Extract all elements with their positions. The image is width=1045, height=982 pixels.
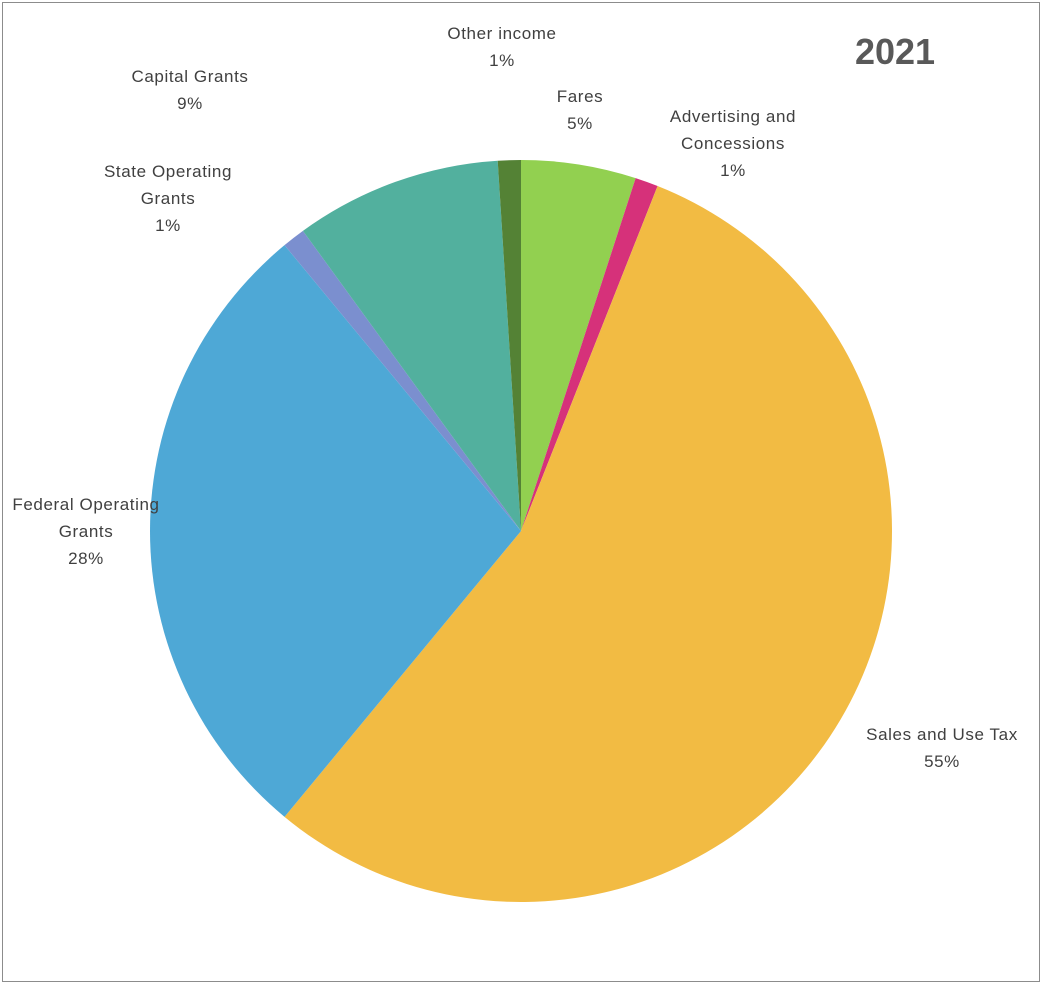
pie-slice-capital-grants (302, 160, 521, 531)
slice-name: State Operating (104, 162, 232, 181)
slice-label-capital-grants: Capital Grants 9% (131, 67, 248, 113)
slice-name: Other income (447, 24, 556, 43)
slice-percent: 1% (720, 161, 746, 180)
slice-name: Sales and Use Tax (866, 725, 1018, 744)
pie-slice-sales-and-use-tax (284, 186, 892, 902)
pie-slice-other-income (497, 160, 521, 531)
slice-label-advertising-and-concessions: Advertising and Concessions 1% (670, 107, 796, 180)
slice-name: Grants (59, 522, 114, 541)
slice-name: Fares (557, 87, 603, 106)
slice-label-federal-operating-grants: Federal Operating Grants 28% (12, 495, 159, 568)
slice-label-fares: Fares 5% (557, 87, 603, 133)
chart-title: 2021 (855, 31, 935, 72)
slice-label-other-income: Other income 1% (447, 24, 556, 70)
slice-percent: 1% (489, 51, 515, 70)
slice-name: Capital Grants (131, 67, 248, 86)
slice-percent: 1% (155, 216, 181, 235)
slice-percent: 28% (68, 549, 104, 568)
pie-labels: Fares 5% Advertising and Concessions 1% Sales… (12, 24, 1017, 771)
pie-slice-advertising-and-concessions (521, 178, 658, 532)
slice-name: Concessions (681, 134, 785, 153)
slice-percent: 9% (177, 94, 203, 113)
slice-name: Grants (141, 189, 196, 208)
pie-slice-state-operating-grants (284, 230, 521, 532)
pie-slice-fares (521, 160, 636, 531)
slice-name: Advertising and (670, 107, 796, 126)
slice-name: Federal Operating (12, 495, 159, 514)
slice-label-state-operating-grants: State Operating Grants 1% (104, 162, 232, 235)
pie-slices (149, 160, 892, 902)
slice-percent: 5% (567, 114, 593, 133)
slice-percent: 55% (924, 752, 960, 771)
slice-label-sales-and-use-tax: Sales and Use Tax 55% (866, 725, 1018, 771)
pie-slice-federal-operating-grants (149, 245, 521, 817)
